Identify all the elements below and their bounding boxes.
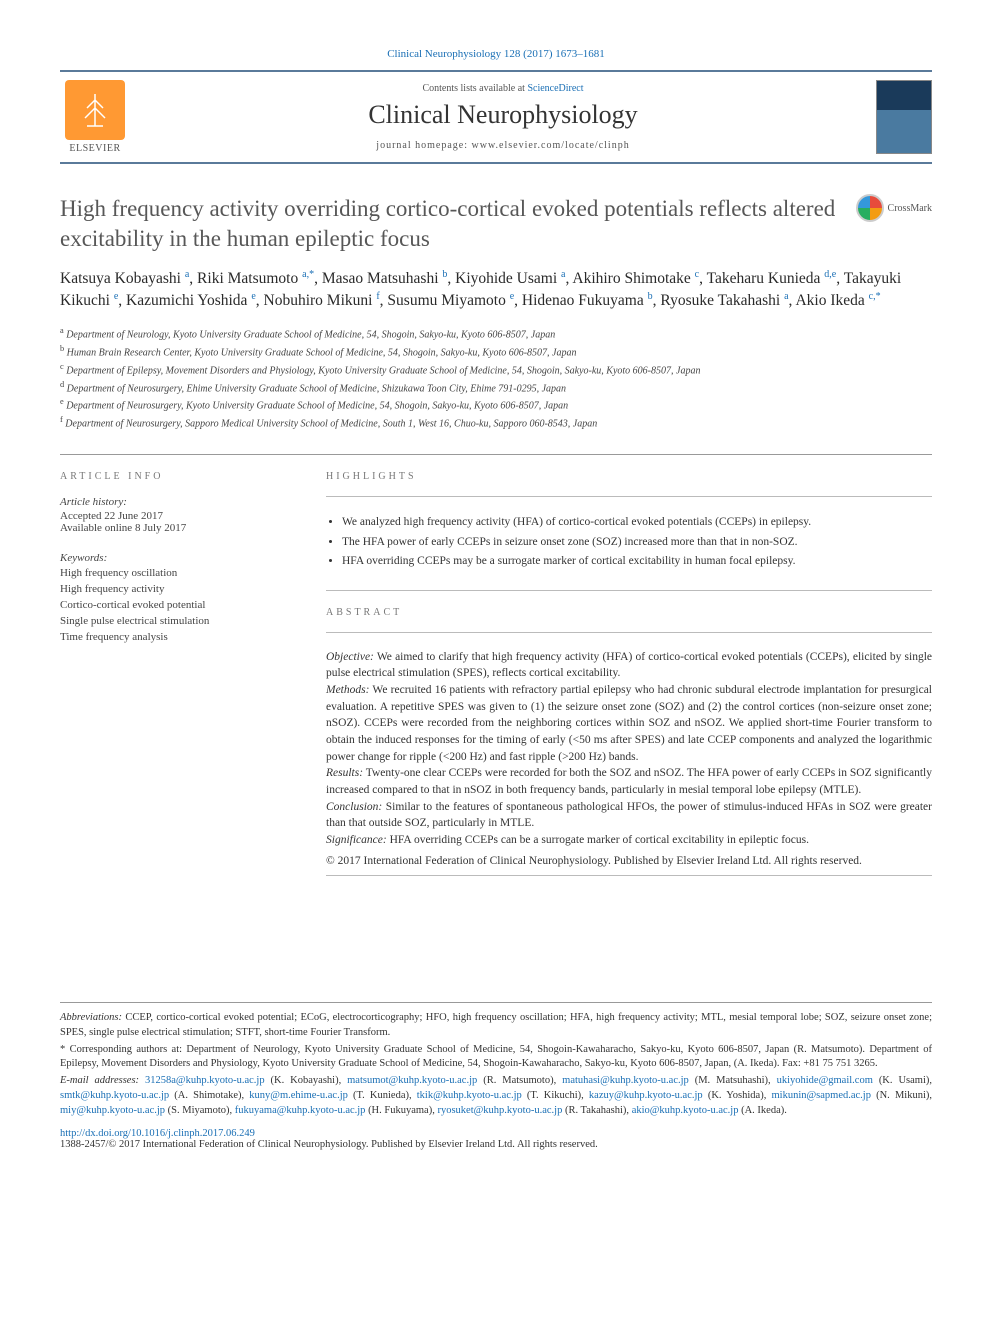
author-email-name: (M. Matsuhashi), — [689, 1075, 777, 1086]
journal-name: Clinical Neurophysiology — [146, 100, 860, 130]
journal-cover-thumbnail — [876, 80, 932, 154]
contents-available-line: Contents lists available at ScienceDirec… — [146, 83, 860, 94]
author-email-link[interactable]: ukiyohide@gmail.com — [777, 1075, 873, 1086]
affiliation-item: f Department of Neurosurgery, Sapporo Me… — [60, 414, 932, 432]
abstract-copyright: © 2017 International Federation of Clini… — [326, 853, 932, 870]
author-email-link[interactable]: fukuyama@kuhp.kyoto-u.ac.jp — [235, 1105, 366, 1116]
accepted-date: Accepted 22 June 2017 — [60, 510, 290, 522]
author-email-name: (T. Kunieda), — [348, 1090, 417, 1101]
contents-prefix: Contents lists available at — [422, 83, 527, 94]
article-history-heading: Article history: — [60, 496, 290, 508]
sciencedirect-link[interactable]: ScienceDirect — [527, 83, 583, 94]
email-label: E-mail addresses: — [60, 1075, 139, 1086]
keyword-item: High frequency oscillation — [60, 566, 290, 582]
results-text: Twenty-one clear CCEPs were recorded for… — [326, 767, 932, 796]
affiliation-item: d Department of Neurosurgery, Ehime Univ… — [60, 379, 932, 397]
article-info-heading: article info — [60, 471, 290, 482]
author-email-name: (N. Mikuni), — [871, 1090, 932, 1101]
keyword-item: Time frequency analysis — [60, 630, 290, 646]
author-email-name: (A. Ikeda). — [738, 1105, 786, 1116]
abbreviations-text: CCEP, cortico-cortical evoked potential;… — [60, 1012, 932, 1038]
significance-text: HFA overriding CCEPs can be a surrogate … — [387, 834, 809, 846]
author-email-name: (S. Miyamoto), — [165, 1105, 235, 1116]
author-email-link[interactable]: akio@kuhp.kyoto-u.ac.jp — [632, 1105, 739, 1116]
homepage-url[interactable]: www.elsevier.com/locate/clinph — [472, 140, 630, 151]
significance-label: Significance: — [326, 834, 387, 846]
keyword-item: High frequency activity — [60, 582, 290, 598]
publisher-name: ELSEVIER — [69, 143, 120, 154]
crossmark-widget[interactable]: CrossMark — [856, 194, 932, 222]
conclusion-text: Similar to the features of spontaneous p… — [326, 801, 932, 830]
keywords-heading: Keywords: — [60, 552, 290, 564]
abstract-divider-bottom — [326, 875, 932, 876]
highlights-list: We analyzed high frequency activity (HFA… — [326, 513, 932, 572]
highlight-item: We analyzed high frequency activity (HFA… — [342, 513, 932, 533]
abstract-divider — [326, 632, 932, 633]
author-email-link[interactable]: mikunin@sapmed.ac.jp — [771, 1090, 870, 1101]
corresponding-label: * Corresponding authors at: — [60, 1044, 182, 1055]
author-email-name: (K. Usami), — [873, 1075, 932, 1086]
author-email-link[interactable]: tkik@kuhp.kyoto-u.ac.jp — [417, 1090, 522, 1101]
author-email-link[interactable]: matsumot@kuhp.kyoto-u.ac.jp — [347, 1075, 477, 1086]
affiliation-item: a Department of Neurology, Kyoto Univers… — [60, 325, 932, 343]
results-label: Results: — [326, 767, 363, 779]
doi-block: http://dx.doi.org/10.1016/j.clinph.2017.… — [60, 1128, 932, 1150]
divider — [60, 454, 932, 455]
issn-copyright-line: 1388-2457/© 2017 International Federatio… — [60, 1139, 598, 1150]
homepage-prefix: journal homepage: — [376, 140, 471, 151]
methods-text: We recruited 16 patients with refractory… — [326, 684, 932, 763]
abstract-body: Objective: We aimed to clarify that high… — [326, 649, 932, 870]
highlights-heading: highlights — [326, 471, 932, 482]
conclusion-label: Conclusion: — [326, 801, 382, 813]
affiliation-list: a Department of Neurology, Kyoto Univers… — [60, 325, 932, 432]
abstract-heading: abstract — [326, 607, 932, 618]
journal-homepage-line: journal homepage: www.elsevier.com/locat… — [146, 140, 860, 151]
author-email-link[interactable]: kazuy@kuhp.kyoto-u.ac.jp — [589, 1090, 703, 1101]
footnotes: Abbreviations: CCEP, cortico-cortical ev… — [60, 1002, 932, 1118]
author-email-name: (T. Kikuchi), — [522, 1090, 589, 1101]
author-email-name: (A. Shimotake), — [169, 1090, 249, 1101]
citation-line: Clinical Neurophysiology 128 (2017) 1673… — [60, 48, 932, 60]
highlights-divider-bottom — [326, 590, 932, 591]
methods-label: Methods: — [326, 684, 369, 696]
objective-text: We aimed to clarify that high frequency … — [326, 651, 932, 680]
author-email-name: (R. Takahashi), — [562, 1105, 631, 1116]
affiliation-item: c Department of Epilepsy, Movement Disor… — [60, 361, 932, 379]
affiliation-item: e Department of Neurosurgery, Kyoto Univ… — [60, 396, 932, 414]
online-date: Available online 8 July 2017 — [60, 522, 290, 534]
abbreviations-label: Abbreviations: — [60, 1012, 122, 1023]
elsevier-logo: ELSEVIER — [60, 80, 130, 154]
author-email-name: (H. Fukuyama), — [365, 1105, 437, 1116]
keyword-item: Single pulse electrical stimulation — [60, 614, 290, 630]
affiliation-item: b Human Brain Research Center, Kyoto Uni… — [60, 343, 932, 361]
author-email-name: (R. Matsumoto), — [477, 1075, 562, 1086]
author-email-link[interactable]: 31258a@kuhp.kyoto-u.ac.jp — [145, 1075, 265, 1086]
highlights-divider — [326, 496, 932, 497]
author-email-name: (K. Kobayashi), — [265, 1075, 348, 1086]
author-email-name: (K. Yoshida), — [703, 1090, 772, 1101]
objective-label: Objective: — [326, 651, 374, 663]
author-email-link[interactable]: miy@kuhp.kyoto-u.ac.jp — [60, 1105, 165, 1116]
author-list: Katsuya Kobayashi a, Riki Matsumoto a,*,… — [60, 268, 932, 313]
author-email-link[interactable]: ryosuket@kuhp.kyoto-u.ac.jp — [437, 1105, 562, 1116]
keyword-item: Cortico-cortical evoked potential — [60, 598, 290, 614]
journal-header: ELSEVIER Contents lists available at Sci… — [60, 70, 932, 164]
author-email-link[interactable]: matuhasi@kuhp.kyoto-u.ac.jp — [562, 1075, 689, 1086]
author-email-link[interactable]: kuny@m.ehime-u.ac.jp — [249, 1090, 348, 1101]
crossmark-icon — [856, 194, 884, 222]
crossmark-label: CrossMark — [888, 203, 932, 214]
highlight-item: The HFA power of early CCEPs in seizure … — [342, 533, 932, 553]
doi-link[interactable]: http://dx.doi.org/10.1016/j.clinph.2017.… — [60, 1128, 255, 1139]
elsevier-tree-icon — [65, 80, 125, 140]
highlight-item: HFA overriding CCEPs may be a surrogate … — [342, 552, 932, 572]
corresponding-text: Department of Neurology, Kyoto Universit… — [60, 1044, 932, 1070]
author-email-link[interactable]: smtk@kuhp.kyoto-u.ac.jp — [60, 1090, 169, 1101]
article-title: High frequency activity overriding corti… — [60, 194, 836, 254]
